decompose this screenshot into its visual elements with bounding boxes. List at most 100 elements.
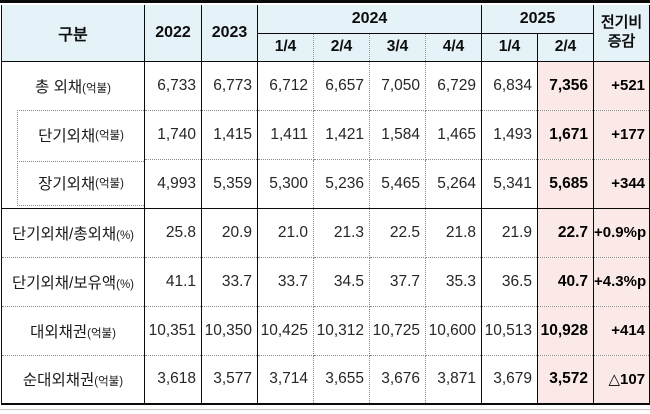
change-value-cell: +177 bbox=[593, 110, 650, 160]
value-cell: 6,773 bbox=[201, 61, 258, 111]
year-header-2024: 2024 bbox=[257, 5, 483, 34]
highlight-value-cell: 22.7 bbox=[537, 208, 595, 258]
quarter-header-2024-q1: 1/4 bbox=[257, 33, 314, 62]
value-cell: 5,465 bbox=[369, 159, 426, 209]
table-bottom-rule bbox=[0, 409, 650, 410]
value-cell: 22.5 bbox=[369, 208, 426, 258]
value-cell: 10,725 bbox=[369, 306, 426, 356]
value-cell: 3,679 bbox=[481, 355, 539, 404]
highlight-value-cell: 10,928 bbox=[537, 306, 595, 356]
value-cell: 3,871 bbox=[425, 355, 483, 404]
change-header-line2: 증감 bbox=[607, 32, 636, 50]
header-row-years: 구분 2022 2023 2024 2025 전기비 증감 bbox=[1, 5, 650, 62]
value-cell: 10,425 bbox=[257, 306, 314, 356]
row-label-text: 장기외채 bbox=[38, 176, 96, 194]
change-header-line1: 전기비 bbox=[600, 14, 643, 31]
table-row: 단기외채/총외채(%) 25.8 20.9 21.0 21.3 22.5 21.… bbox=[1, 208, 650, 258]
row-label-text: 순대외채권 bbox=[22, 372, 95, 390]
value-cell: 1,421 bbox=[313, 110, 370, 160]
value-cell: 21.0 bbox=[257, 208, 314, 258]
value-cell: 5,341 bbox=[481, 159, 539, 209]
row-label: 대외채권(억불) bbox=[1, 306, 145, 356]
year-header-2022: 2022 bbox=[144, 5, 202, 62]
table-row: 단기외채 (억불) 1,740 1,415 1,411 1,421 1,584 1… bbox=[1, 110, 650, 160]
row-label-text: 총 외채 bbox=[35, 78, 83, 96]
row-label-unit: (억불) bbox=[95, 130, 124, 142]
table-row: 대외채권(억불) 10,351 10,350 10,425 10,312 10,… bbox=[1, 306, 650, 356]
value-cell: 33.7 bbox=[201, 257, 258, 307]
value-cell: 4,993 bbox=[144, 159, 202, 209]
value-cell: 3,676 bbox=[369, 355, 426, 404]
value-cell: 6,729 bbox=[425, 61, 483, 111]
value-cell: 21.9 bbox=[481, 208, 539, 258]
value-cell: 6,657 bbox=[313, 61, 370, 111]
value-cell: 35.3 bbox=[425, 257, 483, 307]
value-cell: 3,618 bbox=[144, 355, 202, 404]
header-row-quarters: 1/4 2/4 3/4 4/4 1/4 2/4 bbox=[2, 33, 650, 62]
value-cell: 5,359 bbox=[201, 159, 258, 209]
row-label: 순대외채권(억불) bbox=[1, 355, 145, 404]
change-value-cell: +0.9%p bbox=[593, 208, 650, 258]
row-label: 단기외채/총외채(%) bbox=[1, 208, 145, 258]
value-cell: 3,577 bbox=[201, 355, 258, 404]
value-cell: 20.9 bbox=[201, 208, 258, 258]
external-debt-table: 구분 2022 2023 2024 2025 전기비 증감 1/4 2/4 3/… bbox=[1, 5, 650, 405]
value-cell: 10,600 bbox=[425, 306, 483, 356]
value-cell: 3,655 bbox=[313, 355, 370, 404]
table-row: 순대외채권(억불) 3,618 3,577 3,714 3,655 3,676 … bbox=[1, 355, 650, 404]
value-cell: 21.8 bbox=[425, 208, 483, 258]
row-label-unit: (억불) bbox=[94, 376, 124, 389]
change-value-cell: +414 bbox=[593, 306, 650, 356]
row-label-unit: (억불) bbox=[82, 82, 111, 95]
value-cell: 21.3 bbox=[313, 208, 370, 258]
table-row: 장기외채 (억불) 4,993 5,359 5,300 5,236 5,465 5… bbox=[1, 159, 650, 209]
highlight-value-cell: 3,572 bbox=[537, 355, 595, 404]
value-cell: 1,584 bbox=[369, 110, 426, 160]
row-label-text: 단기외채 bbox=[38, 128, 96, 145]
value-cell: 1,415 bbox=[201, 110, 258, 160]
value-cell: 5,264 bbox=[425, 159, 483, 209]
value-cell: 10,513 bbox=[481, 306, 539, 356]
row-label: 총 외채(억불) bbox=[1, 61, 145, 110]
quarter-header-2025-q2: 2/4 bbox=[537, 33, 595, 62]
value-cell: 6,712 bbox=[257, 61, 314, 111]
row-label: 장기외채 (억불) bbox=[1, 159, 145, 209]
row-label: 단기외채 (억불) bbox=[1, 110, 145, 159]
change-value-cell: +344 bbox=[593, 159, 650, 209]
value-cell: 1,740 bbox=[144, 110, 202, 160]
value-cell: 5,236 bbox=[313, 159, 370, 209]
highlight-value-cell: 7,356 bbox=[537, 61, 595, 111]
value-cell: 37.7 bbox=[369, 257, 426, 307]
value-cell: 25.8 bbox=[144, 208, 202, 258]
row-label-unit: (%) bbox=[116, 229, 135, 242]
value-cell: 6,834 bbox=[481, 61, 539, 111]
change-value-cell: +4.3%p bbox=[593, 257, 650, 307]
value-cell: 10,351 bbox=[144, 306, 202, 356]
highlight-value-cell: 40.7 bbox=[537, 257, 595, 307]
row-label-text: 단기외채/총외채 bbox=[11, 225, 117, 243]
value-cell: 10,312 bbox=[313, 306, 370, 356]
category-header: 구분 bbox=[1, 5, 145, 62]
year-header-2023: 2023 bbox=[201, 5, 258, 62]
table-top-rule bbox=[0, 0, 650, 3]
value-cell: 1,465 bbox=[425, 110, 483, 160]
row-label-unit: (억불) bbox=[95, 178, 124, 191]
sub-item-inset-box: 단기외채 (억불) bbox=[17, 110, 144, 159]
value-cell: 7,050 bbox=[369, 61, 426, 111]
value-cell: 5,300 bbox=[257, 159, 314, 209]
quarter-header-2024-q2: 2/4 bbox=[313, 33, 370, 62]
highlight-value-cell: 1,671 bbox=[537, 110, 595, 160]
value-cell: 10,350 bbox=[201, 306, 258, 356]
value-cell: 6,733 bbox=[144, 61, 202, 111]
change-header: 전기비 증감 bbox=[593, 5, 650, 62]
row-label-unit: (억불) bbox=[87, 327, 116, 340]
value-cell: 34.5 bbox=[313, 257, 370, 307]
quarter-header-2025-q1: 1/4 bbox=[481, 33, 539, 62]
sub-item-inset-box: 장기외채 (억불) bbox=[17, 160, 144, 206]
value-cell: 3,714 bbox=[257, 355, 314, 404]
value-cell: 33.7 bbox=[257, 257, 314, 307]
table-row: 총 외채(억불) 6,733 6,773 6,712 6,657 7,050 6… bbox=[1, 61, 650, 111]
quarter-header-2024-q4: 4/4 bbox=[425, 33, 483, 62]
row-label-text: 단기외채/보유액 bbox=[11, 274, 117, 292]
row-label-text: 대외채권 bbox=[30, 323, 88, 341]
